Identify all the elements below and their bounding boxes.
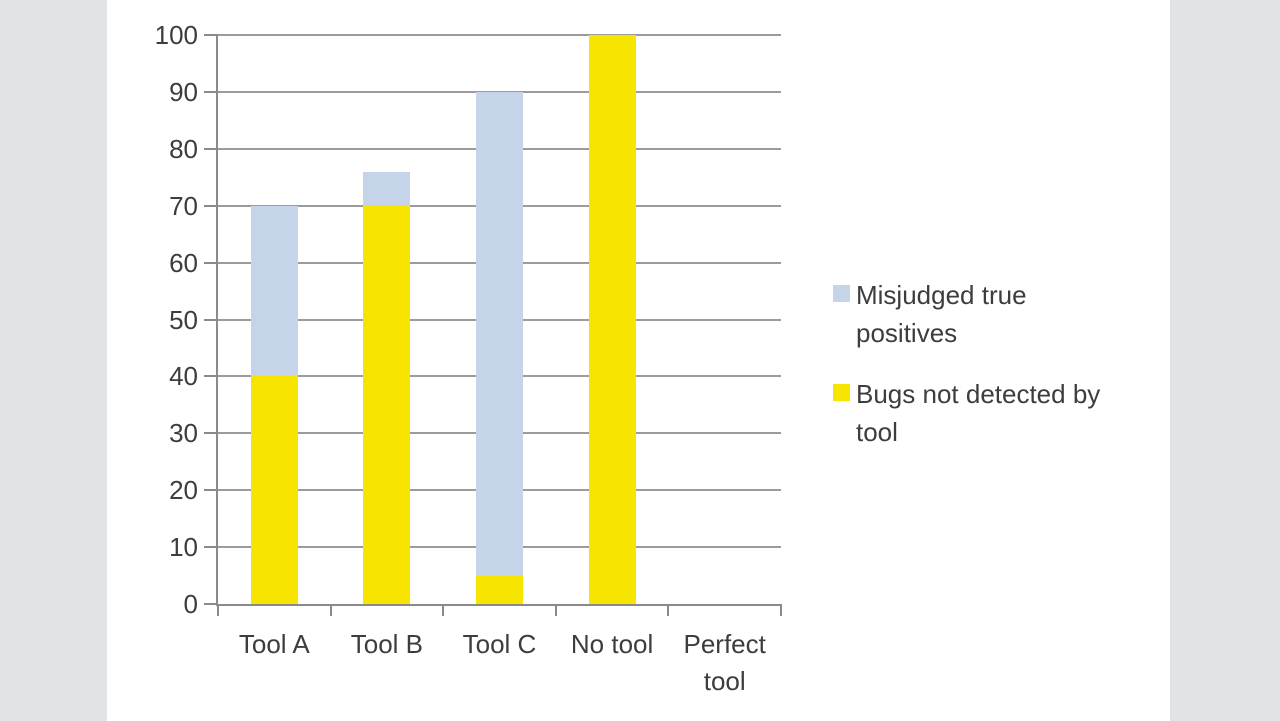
y-axis-tick	[204, 147, 218, 150]
x-axis-line	[216, 604, 781, 606]
y-axis-tick	[204, 375, 218, 378]
x-axis-category-label: No tool	[570, 629, 654, 659]
x-axis-tick	[667, 604, 670, 616]
y-axis-tick	[204, 546, 218, 549]
bar-segment	[588, 35, 636, 604]
y-axis-tick-label: 20	[169, 475, 198, 506]
y-axis-tick-label: 70	[169, 190, 198, 221]
y-axis-tick	[204, 90, 218, 93]
bar-segment	[250, 205, 298, 377]
right-gray-strip	[1170, 0, 1280, 721]
plot-area: 0 10 20 30 40 50 60 70 80 90 100 Tool A Tool B Tool C…	[155, 20, 782, 696]
x-axis-category-label: Tool B	[350, 629, 424, 659]
y-axis-tick-label: 30	[169, 418, 198, 449]
legend-swatch	[833, 285, 850, 302]
bar-segment	[476, 575, 523, 604]
y-axis-tick-label: 100	[154, 20, 198, 50]
chart-legend: Misjudged true positives Bugs not detecte…	[833, 276, 1108, 451]
x-axis-tick	[780, 604, 782, 616]
gridline	[218, 34, 781, 36]
y-axis-tick-label: 60	[169, 247, 198, 278]
x-axis-tick	[329, 604, 332, 616]
y-axis-tick	[204, 603, 218, 605]
x-axis-tick	[442, 604, 445, 616]
legend-item: Bugs not detected by tool	[833, 375, 1108, 451]
y-axis-tick	[204, 489, 218, 492]
x-axis-category-label: Tool C	[462, 629, 537, 659]
y-axis-tick-label: 40	[169, 361, 198, 392]
left-gray-strip	[0, 0, 107, 721]
y-axis-tick-label: 90	[169, 76, 198, 107]
y-axis-tick-label: 0	[183, 589, 198, 619]
y-axis-tick-label: 50	[169, 304, 198, 335]
x-axis-category-label: Perfect tool	[683, 629, 766, 696]
y-axis-tick	[204, 432, 218, 435]
legend-label: Misjudged true positives	[856, 280, 1027, 348]
y-axis-tick	[204, 204, 218, 207]
legend-swatch	[833, 384, 850, 401]
y-axis-tick	[204, 261, 218, 264]
bar-segment	[250, 376, 298, 604]
legend-label: Bugs not detected by tool	[856, 379, 1101, 447]
y-axis-tick	[204, 34, 218, 36]
y-axis-tick-label: 80	[169, 133, 198, 164]
legend-item: Misjudged true positives	[833, 276, 1108, 352]
x-axis-category-label: Tool A	[238, 629, 310, 659]
bar-segment	[363, 205, 411, 604]
bar-segment	[476, 91, 523, 576]
x-axis-tick	[217, 604, 219, 616]
y-axis-tick-label: 10	[169, 532, 198, 563]
bar-segment	[363, 171, 411, 206]
x-axis-tick	[554, 604, 557, 616]
y-axis-tick	[204, 318, 218, 321]
gridline	[218, 90, 781, 93]
